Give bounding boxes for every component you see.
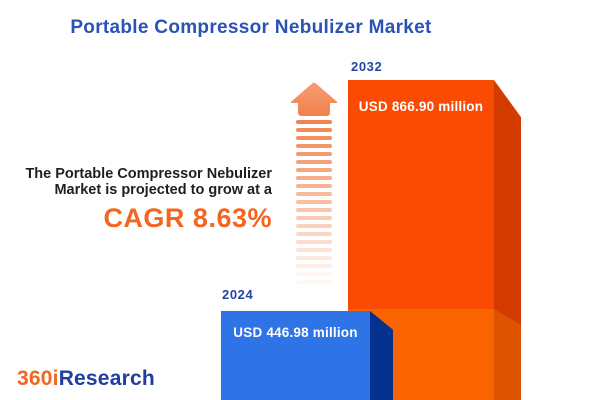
- growth-arrow-up-icon: [290, 82, 338, 288]
- market-description: The Portable Compressor Nebulizer Market…: [0, 166, 272, 232]
- bar-2024-side-3d: [370, 311, 393, 400]
- arrow-stripes: [296, 120, 332, 285]
- cagr-value: CAGR 8.63%: [103, 203, 272, 233]
- description-line-2: Market is projected to grow at a: [54, 182, 272, 198]
- bar-2032-value-label: USD 866.90 million: [358, 99, 484, 114]
- year-label-2024: 2024: [222, 287, 254, 302]
- description-line-1: The Portable Compressor Nebulizer: [25, 166, 272, 182]
- logo: 360iResearch: [17, 367, 155, 391]
- page-title: Portable Compressor Nebulizer Market: [70, 17, 432, 38]
- logo-prefix: 360i: [17, 367, 59, 390]
- bar-2024: [221, 311, 370, 400]
- year-label-2032: 2032: [351, 59, 383, 74]
- arrow-head-icon: [290, 82, 338, 116]
- bar-2032-base-segment-side-3d: [494, 309, 521, 400]
- bar-2024-value-label: USD 446.98 million: [233, 325, 358, 340]
- logo-suffix: Research: [58, 367, 155, 390]
